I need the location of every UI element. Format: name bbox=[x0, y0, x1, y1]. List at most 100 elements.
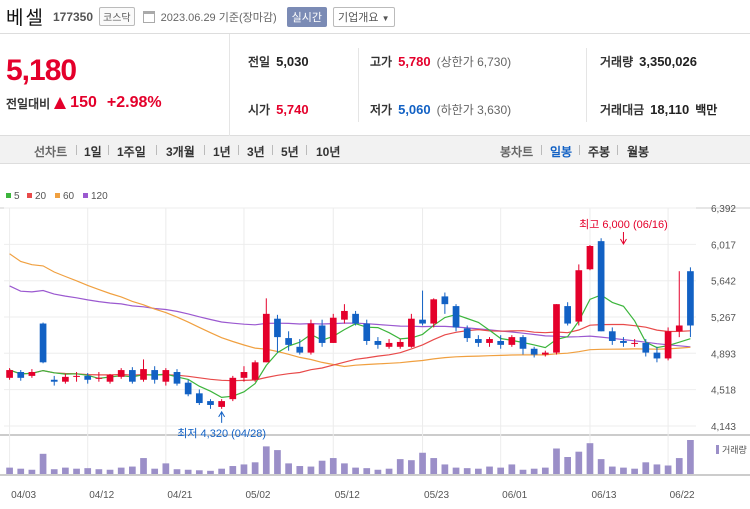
volume-bar bbox=[151, 468, 159, 474]
candle bbox=[207, 399, 214, 409]
candle-body bbox=[586, 245, 594, 270]
price-chart[interactable]: 6,392 6,017 5,642 5,267 4,893 4,518 4,143 04/03… bbox=[0, 164, 750, 509]
tab-weekly[interactable]: 주봉 bbox=[588, 145, 611, 159]
candle-body bbox=[642, 342, 650, 353]
market-badge: 코스닥 bbox=[99, 7, 135, 26]
candle bbox=[419, 290, 426, 326]
candle-body bbox=[162, 370, 170, 382]
candle-body bbox=[106, 374, 114, 382]
summary-low: 저가 5,060 (하한가 3,630) bbox=[370, 102, 512, 117]
tab-3year[interactable]: 3년 bbox=[247, 145, 265, 159]
tab-1day[interactable]: 1일 bbox=[84, 145, 102, 159]
candle-body bbox=[207, 401, 214, 405]
tab-1week[interactable]: 1주일 bbox=[117, 145, 146, 159]
candle bbox=[441, 292, 449, 314]
company-info-dropdown[interactable]: 기업개요 ▼ bbox=[333, 6, 395, 27]
candle bbox=[117, 368, 125, 379]
candle-body bbox=[408, 318, 415, 347]
candle bbox=[62, 373, 69, 384]
candle bbox=[39, 322, 47, 364]
candle-body bbox=[173, 372, 181, 384]
candle-body bbox=[653, 352, 661, 359]
volume-bar bbox=[642, 462, 650, 474]
candle-body bbox=[352, 313, 359, 324]
candle bbox=[608, 327, 616, 345]
candle-body bbox=[329, 317, 337, 343]
candle-body bbox=[262, 313, 270, 363]
volume-bar bbox=[363, 468, 371, 474]
volume-bar bbox=[207, 470, 214, 474]
tab-5year[interactable]: 5년 bbox=[281, 145, 299, 159]
volume-bar bbox=[296, 466, 304, 474]
candle-body bbox=[39, 323, 47, 363]
company-info-label: 기업개요 bbox=[338, 11, 379, 24]
volume-bar bbox=[117, 467, 125, 474]
volume-bar bbox=[84, 468, 92, 474]
volume-bar bbox=[106, 469, 114, 474]
volume-bar bbox=[463, 468, 471, 474]
volume-bar bbox=[553, 448, 560, 474]
volume-bar bbox=[508, 464, 516, 474]
candle-body bbox=[687, 271, 694, 326]
candle bbox=[95, 372, 103, 382]
candle bbox=[151, 366, 159, 384]
candle bbox=[240, 366, 248, 382]
candle bbox=[374, 337, 382, 349]
x-tick-label: 04/12 bbox=[89, 490, 114, 501]
legend-swatch bbox=[27, 193, 32, 198]
volume-bar bbox=[519, 469, 527, 474]
volume-bar bbox=[195, 470, 203, 474]
volume-bar bbox=[262, 446, 270, 474]
volume-bar bbox=[17, 468, 25, 474]
tab-10year[interactable]: 10년 bbox=[316, 145, 341, 159]
volume-bar bbox=[251, 462, 259, 474]
candle-body bbox=[430, 299, 438, 324]
candle bbox=[173, 369, 181, 386]
high-arrowhead bbox=[620, 238, 627, 245]
volume-bar bbox=[620, 467, 627, 474]
tab-3month[interactable]: 3개월 bbox=[166, 145, 195, 159]
y-tick-label: 4,518 bbox=[711, 386, 736, 397]
volume-bar bbox=[50, 469, 58, 474]
candle bbox=[73, 372, 80, 382]
candle-body bbox=[675, 325, 683, 332]
candle bbox=[631, 339, 638, 347]
candle-body bbox=[608, 331, 616, 341]
candle-body bbox=[463, 328, 471, 339]
volume-bar bbox=[396, 459, 404, 474]
volume-bar bbox=[419, 452, 426, 474]
candle-body bbox=[307, 323, 315, 353]
candle bbox=[575, 264, 583, 326]
volume-bar bbox=[307, 466, 315, 474]
candle bbox=[586, 245, 594, 271]
candle-body bbox=[553, 304, 560, 353]
change-label: 전일대비 bbox=[6, 96, 51, 111]
candle-body bbox=[631, 342, 638, 344]
candle bbox=[463, 325, 471, 342]
candle bbox=[530, 346, 538, 358]
ma60-line bbox=[9, 253, 691, 368]
candle-body bbox=[318, 325, 326, 343]
candle-body bbox=[274, 318, 281, 338]
candle-body bbox=[396, 341, 404, 347]
candle bbox=[162, 368, 170, 386]
candle bbox=[452, 304, 460, 332]
tab-monthly[interactable]: 월봉 bbox=[627, 145, 650, 159]
summary-prev-close: 전일 5,030 bbox=[248, 54, 309, 69]
x-tick-label: 04/03 bbox=[11, 490, 36, 501]
change-percent: +2.98% bbox=[106, 94, 162, 111]
volume-bar bbox=[385, 468, 393, 474]
realtime-button[interactable]: 실시간 bbox=[286, 6, 328, 27]
candle-body bbox=[419, 319, 426, 324]
tab-1year[interactable]: 1년 bbox=[213, 145, 231, 159]
up-triangle-icon bbox=[54, 97, 67, 109]
tab-candle-chart[interactable]: 봉차트 bbox=[500, 145, 534, 159]
volume-bar bbox=[240, 464, 248, 474]
candle bbox=[17, 370, 25, 381]
candle bbox=[6, 368, 13, 380]
candle-body bbox=[385, 342, 393, 347]
tab-line-chart[interactable]: 선차트 bbox=[34, 145, 68, 159]
tab-daily[interactable]: 일봉 bbox=[550, 145, 573, 159]
candle bbox=[363, 319, 371, 345]
legend-swatch bbox=[83, 193, 88, 198]
